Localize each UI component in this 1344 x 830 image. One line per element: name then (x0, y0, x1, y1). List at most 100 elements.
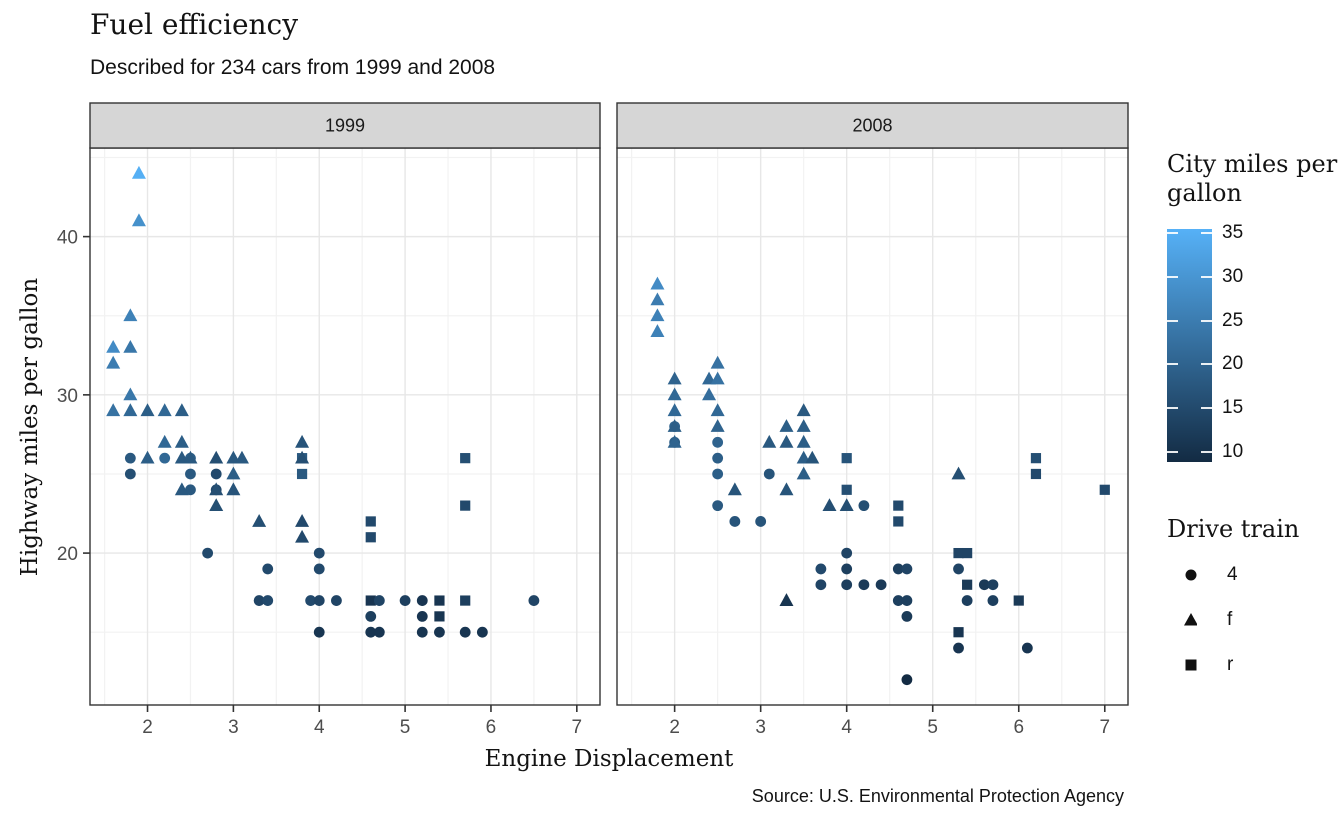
data-point-triangle (295, 434, 310, 448)
data-point-circle (365, 610, 377, 622)
y-tick-label: 40 (57, 228, 78, 249)
data-point-triangle (822, 498, 837, 512)
data-point-square (434, 611, 445, 622)
data-point-circle (365, 626, 377, 638)
y-tick-label: 30 (57, 386, 78, 407)
x-tick-label: 7 (1099, 717, 1110, 738)
data-point-square (365, 532, 376, 543)
data-point-circle (901, 563, 913, 575)
data-point-triangle (702, 387, 717, 401)
data-point-triangle (710, 419, 725, 432)
data-point-circle (210, 468, 222, 480)
data-point-circle (185, 484, 196, 496)
data-point-circle (416, 610, 428, 622)
colorbar-tick (1201, 363, 1212, 366)
data-point-triangle (226, 466, 241, 480)
x-tick-label: 3 (228, 717, 239, 738)
triangle-glyph-icon (1183, 613, 1197, 627)
data-point-circle (901, 595, 913, 606)
colorbar-tick (1167, 319, 1178, 322)
data-point-circle (262, 595, 274, 606)
circle-glyph-icon (1183, 568, 1197, 582)
data-point-triangle (650, 276, 665, 290)
data-point-triangle (805, 450, 820, 464)
data-point-triangle (209, 498, 224, 512)
data-point-circle (185, 468, 196, 480)
data-point-circle (875, 579, 887, 591)
facet-strip (616, 102, 1129, 149)
data-point-square (1099, 484, 1110, 495)
data-point-circle (892, 595, 904, 606)
data-point-triangle (209, 482, 224, 496)
data-point-circle (978, 579, 990, 591)
data-point-circle (476, 626, 488, 638)
x-tick-label: 3 (755, 717, 766, 738)
data-point-circle (987, 595, 999, 606)
colorbar-tick (1167, 275, 1178, 278)
data-point-circle (313, 626, 325, 638)
data-point-triangle (779, 419, 794, 432)
data-point-circle (858, 500, 870, 512)
x-tick-label: 5 (400, 717, 411, 738)
data-point-triangle (106, 339, 121, 353)
data-point-circle (313, 563, 325, 575)
data-point-triangle (762, 434, 777, 448)
data-point-square (460, 453, 471, 464)
data-point-triangle (796, 434, 811, 448)
data-point-triangle (796, 403, 811, 417)
data-point-triangle (131, 165, 146, 179)
data-point-circle (901, 674, 913, 686)
data-point-triangle (667, 387, 682, 401)
colorbar-tick (1201, 451, 1212, 453)
data-point-triangle (140, 450, 155, 464)
y-axis-title: Highway miles per gallon (17, 277, 43, 577)
data-point-triangle (140, 403, 155, 417)
data-point-square (953, 627, 964, 638)
data-point-triangle (106, 355, 121, 369)
colorbar-tick (1167, 407, 1178, 410)
data-point-square (460, 595, 471, 606)
data-point-circle (763, 468, 775, 480)
data-point-triangle (157, 403, 172, 417)
data-point-triangle (710, 355, 725, 369)
data-point-circle (841, 563, 853, 575)
colorbar-tick (1201, 275, 1212, 278)
data-point-circle (416, 595, 428, 606)
x-tick-label: 7 (572, 717, 583, 738)
data-point-circle (858, 579, 870, 591)
data-point-triangle (131, 213, 146, 227)
colorbar-tick (1201, 232, 1212, 234)
drive-train-item-r: r (1167, 650, 1344, 680)
data-point-circle (841, 579, 853, 591)
data-point-circle (373, 595, 385, 606)
data-point-triangle (796, 419, 811, 432)
color-legend-title: City miles per gallon (1167, 150, 1338, 207)
data-point-triangle (710, 403, 725, 417)
data-point-triangle (123, 339, 138, 353)
x-tick-label: 6 (486, 717, 497, 738)
colorbar-tick (1167, 232, 1178, 234)
data-point-circle (253, 595, 265, 606)
drive-train-item-f: f (1167, 605, 1344, 635)
drive-train-item-label: r (1227, 654, 1234, 675)
data-point-triangle (174, 482, 189, 496)
data-point-circle (416, 626, 428, 638)
x-tick-label: 2 (669, 717, 680, 738)
data-point-square (841, 484, 852, 495)
data-point-triangle (667, 403, 682, 417)
square-glyph-icon (1183, 658, 1197, 672)
colorbar-tick-label: 35 (1222, 222, 1244, 243)
data-point-square (962, 579, 973, 590)
data-point-triangle (157, 434, 172, 448)
data-point-triangle (106, 403, 121, 417)
data-point-circle (313, 547, 325, 559)
source-caption: Source: U.S. Environmental Protection Ag… (751, 786, 1124, 806)
data-point-triangle (667, 419, 682, 432)
data-point-triangle (226, 482, 241, 496)
data-point-triangle (295, 514, 310, 527)
data-point-circle (262, 563, 274, 575)
data-point-circle (901, 610, 913, 622)
drive-train-item-label: f (1227, 609, 1233, 630)
data-point-circle (712, 452, 724, 464)
